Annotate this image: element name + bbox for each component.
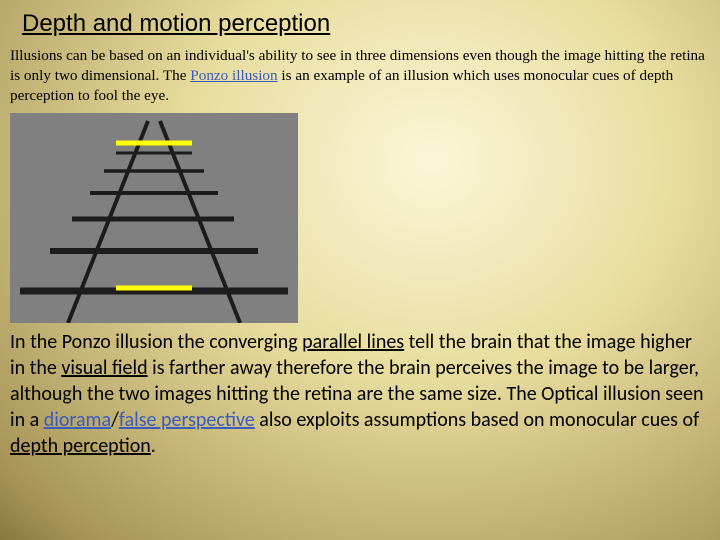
false-perspective-link[interactable]: false perspective bbox=[119, 408, 255, 432]
visual-field-term: visual field bbox=[61, 356, 147, 380]
body-t6: . bbox=[151, 434, 156, 458]
body-t5: also exploits assumptions based on monoc… bbox=[255, 408, 699, 432]
body-t1: In the Ponzo illusion the converging bbox=[10, 330, 302, 354]
ponzo-illusion-image bbox=[10, 113, 298, 323]
page-title: Depth and motion perception bbox=[0, 0, 720, 46]
depth-perception-term: depth perception bbox=[10, 434, 151, 458]
parallel-lines-term: parallel lines bbox=[302, 330, 404, 354]
ponzo-illusion-link[interactable]: Ponzo illusion bbox=[190, 67, 277, 84]
intro-paragraph: Illusions can be based on an individual'… bbox=[0, 46, 720, 111]
body-paragraph: In the Ponzo illusion the converging par… bbox=[0, 327, 720, 459]
diorama-link[interactable]: diorama bbox=[44, 408, 111, 432]
body-t4: / bbox=[111, 408, 119, 432]
